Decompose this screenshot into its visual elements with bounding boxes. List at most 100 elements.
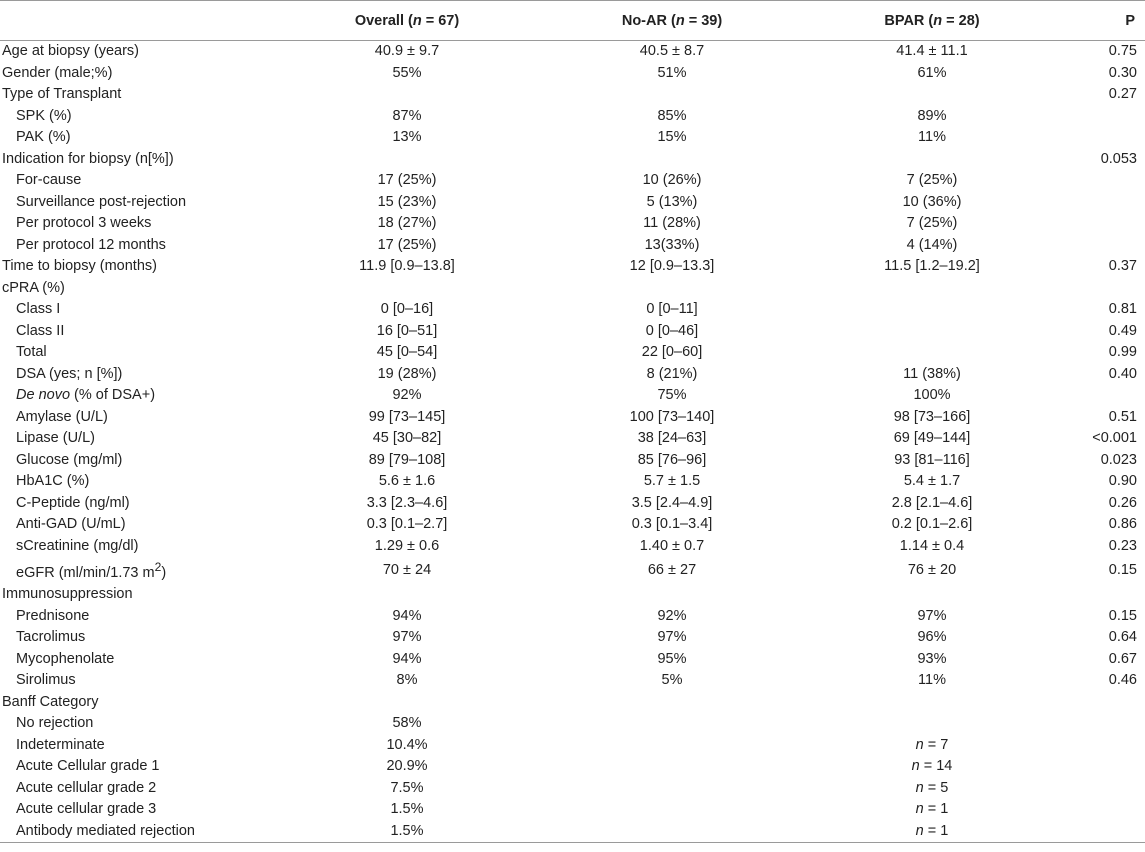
- cell-overall: 70 ± 24: [382, 561, 432, 578]
- cell-bpar: [822, 278, 1042, 300]
- cell-bpar: 10 (36%): [902, 193, 962, 210]
- row-label: Indication for biopsy (n[%]): [2, 150, 174, 167]
- cell-p: [1042, 278, 1145, 300]
- table-row: Total 45 [0–54] 22 [0–60] 0.99: [0, 342, 1145, 364]
- cell-p: 0.67: [1108, 650, 1137, 667]
- cell-bpar: n = 1: [822, 820, 1042, 844]
- cell-bpar: 0.2 [0.1–2.6]: [891, 516, 973, 532]
- table-row: eGFR (ml/min/1.73 m2) 70 ± 24 66 ± 27 76 ± …: [0, 557, 1145, 584]
- cell-overall: 1.5%: [390, 801, 424, 818]
- cell-p: 0.86: [1108, 516, 1137, 532]
- cell-bpar: 7 (25%): [906, 215, 958, 231]
- table-row: Amylase (U/L) 99 [73–145] 100 [73–140] 98 […: [0, 407, 1145, 429]
- cell-overall: 5.6 ± 1.6: [378, 473, 436, 489]
- cell-p: [1042, 713, 1145, 735]
- row-label: Tacrolimus: [16, 629, 86, 646]
- cell-noar: 5%: [661, 672, 683, 689]
- cell-bpar: [822, 84, 1042, 106]
- cell-noar: 22 [0–60]: [641, 344, 703, 360]
- row-label: Age at biopsy (years): [2, 43, 140, 59]
- cell-noar: 100 [73–140]: [629, 408, 715, 425]
- cell-p: [1042, 756, 1145, 778]
- cell-bpar: [822, 149, 1042, 171]
- row-label: Per protocol 3 weeks: [16, 215, 152, 231]
- table-row: sCreatinine (mg/dl) 1.29 ± 0.6 1.40 ± 0.7 1…: [0, 536, 1145, 558]
- cell-noar: [522, 820, 822, 844]
- cell-p: 0.30: [1108, 64, 1137, 81]
- table-row: Lipase (U/L) 45 [30–82] 38 [24–63] 69 [49–1…: [0, 428, 1145, 450]
- row-label: Indeterminate: [16, 736, 105, 753]
- cell-overall: 58%: [392, 715, 422, 732]
- cell-bpar: 1.14 ± 0.4: [899, 537, 965, 554]
- table-row: Anti-GAD (U/mL) 0.3 [0.1–2.7] 0.3 [0.1–3.4…: [0, 514, 1145, 536]
- table-row: For-cause 17 (25%) 10 (26%) 7 (25%): [0, 170, 1145, 192]
- cell-bpar: 11.5 [1.2–19.2]: [884, 258, 980, 274]
- cell-p: [1042, 799, 1145, 821]
- header-no-ar: No-AR (n = 39): [522, 0, 822, 41]
- table-row: cPRA (%): [0, 278, 1145, 300]
- cell-p: [1042, 127, 1145, 149]
- cell-noar: [522, 713, 822, 735]
- cell-p: [1042, 584, 1145, 606]
- cell-overall: 1.29 ± 0.6: [374, 537, 440, 554]
- cell-overall: 7.5%: [390, 779, 424, 796]
- cell-bpar: [822, 713, 1042, 735]
- cell-overall: 8%: [396, 672, 418, 689]
- cell-noar: [522, 84, 822, 106]
- row-label: HbA1C (%): [16, 473, 90, 489]
- cell-noar: [522, 778, 822, 800]
- table-row: Time to biopsy (months) 11.9 [0.9–13.8] 12…: [0, 256, 1145, 278]
- cell-p: 0.27: [1108, 86, 1137, 102]
- table-row: C-Peptide (ng/ml) 3.3 [2.3–4.6] 3.5 [2.4–4…: [0, 493, 1145, 515]
- table-row: Immunosuppression: [0, 584, 1145, 606]
- table-row: Age at biopsy (years) 40.9 ± 9.7 40.5 ± 8.…: [0, 41, 1145, 63]
- cell-bpar: 2.8 [2.1–4.6]: [891, 494, 973, 511]
- table-row: DSA (yes; n [%]) 19 (28%) 8 (21%) 11 (38%) 0…: [0, 364, 1145, 386]
- table-row: Class II 16 [0–51] 0 [0–46] 0.49: [0, 321, 1145, 343]
- cell-noar: 0.3 [0.1–3.4]: [631, 516, 713, 532]
- cell-bpar: 11%: [918, 129, 946, 145]
- cell-noar: 85 [76–96]: [637, 451, 707, 468]
- cell-noar: 85%: [657, 107, 687, 124]
- cell-overall: 17 (25%): [377, 236, 437, 253]
- cell-noar: 38 [24–63]: [637, 430, 707, 446]
- table-row: Indeterminate 10.4% n = 7: [0, 735, 1145, 757]
- table-row: Sirolimus 8% 5% 11% 0.46: [0, 670, 1145, 692]
- table-row: Class I 0 [0–16] 0 [0–11] 0.81: [0, 299, 1145, 321]
- header-bpar: BPAR (n = 28): [822, 0, 1042, 41]
- row-label: eGFR (ml/min/1.73 m2): [16, 560, 167, 581]
- cell-overall: 45 [0–54]: [376, 344, 438, 360]
- row-label: Class I: [16, 301, 61, 317]
- row-label: Class II: [16, 322, 65, 339]
- cell-overall: 15 (23%): [377, 193, 437, 210]
- cell-overall: 19 (28%): [377, 365, 437, 382]
- cell-noar: 5.7 ± 1.5: [643, 473, 701, 489]
- row-label: Anti-GAD (U/mL): [16, 516, 126, 532]
- cell-overall: 40.9 ± 9.7: [374, 43, 440, 59]
- cell-bpar: 98 [73–166]: [893, 408, 971, 425]
- cell-noar: 5 (13%): [646, 193, 698, 210]
- table-row: Banff Category: [0, 692, 1145, 714]
- row-label: De novo (% of DSA+): [16, 387, 156, 403]
- cell-bpar: [822, 342, 1042, 364]
- cell-overall: 0 [0–16]: [380, 301, 434, 317]
- table-row: Antibody mediated rejection 1.5% n = 1: [0, 820, 1145, 844]
- cell-p: [1042, 192, 1145, 214]
- cell-bpar: 89%: [917, 107, 947, 124]
- table-row: Glucose (mg/ml) 89 [79–108] 85 [76–96] 93 […: [0, 450, 1145, 472]
- cell-noar: [522, 692, 822, 714]
- cell-overall: 94%: [392, 650, 422, 667]
- cell-noar: 0 [0–11]: [646, 301, 698, 317]
- cell-noar: [522, 584, 822, 606]
- row-label: For-cause: [16, 172, 82, 188]
- cell-noar: 40.5 ± 8.7: [639, 43, 705, 59]
- cell-p: 0.51: [1108, 408, 1137, 425]
- cell-p: 0.15: [1108, 561, 1137, 578]
- cell-noar: 15%: [657, 129, 687, 145]
- cell-overall: 13%: [392, 129, 422, 145]
- header-blank: [0, 0, 292, 41]
- cell-p: 0.81: [1108, 301, 1137, 317]
- table-row: Gender (male;%) 55% 51% 61% 0.30: [0, 63, 1145, 85]
- cell-overall: 89 [79–108]: [368, 451, 446, 468]
- row-label: Banff Category: [2, 693, 99, 710]
